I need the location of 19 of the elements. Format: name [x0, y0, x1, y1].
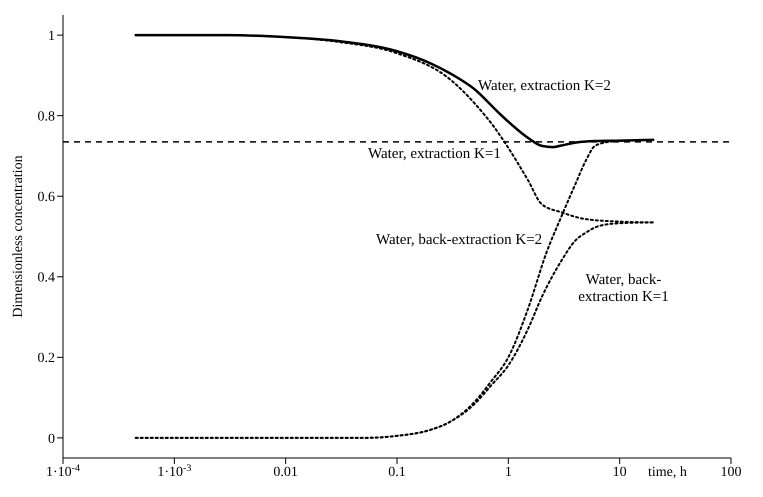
x-tick-label: 1·10$^{-3}$ — [157, 462, 192, 480]
x-tick-label: 10 — [612, 464, 627, 480]
series-label: Water, extraction K=2 — [478, 78, 611, 95]
series-label: Water, back-extraction K=1 — [577, 272, 670, 306]
y-tick-label: 0.4 — [38, 270, 55, 286]
x-tick-label: 1·10$^{-4}$ — [46, 462, 80, 480]
series-label: Water, back-extraction K=2 — [376, 232, 542, 249]
y-axis-title: Dimensionless concentration — [10, 155, 26, 318]
x-tick-label: 0.1 — [388, 464, 406, 480]
y-tick-label: 1 — [48, 29, 55, 44]
x-axis-title: time, h — [648, 465, 687, 481]
x-tick-label: 0.01 — [273, 464, 298, 480]
x-tick-label: 1 — [504, 464, 512, 480]
y-tick-label: 0.2 — [38, 351, 55, 366]
y-tick-label: 0.8 — [38, 110, 55, 125]
series-label: Water, extraction K=1 — [368, 146, 501, 163]
y-tick-label: 0.6 — [38, 190, 55, 206]
y-tick-label: 0 — [48, 432, 55, 447]
x-tick-label: 100 — [720, 464, 742, 480]
